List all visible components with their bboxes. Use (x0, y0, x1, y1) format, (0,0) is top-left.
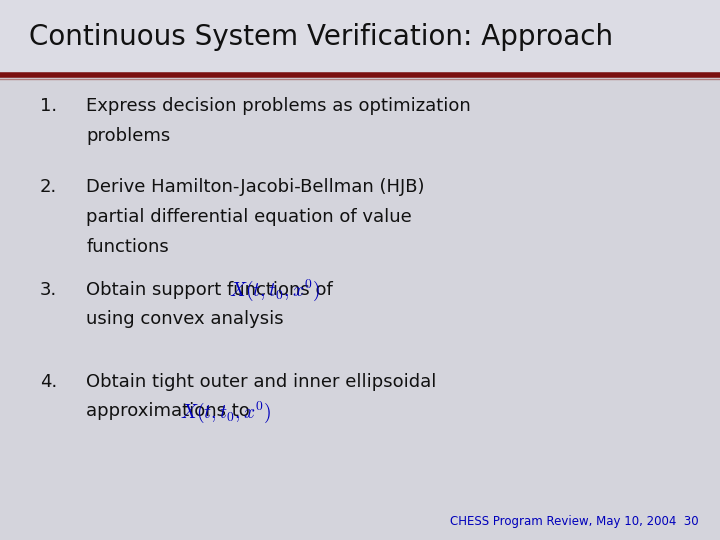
Text: 3.: 3. (40, 281, 57, 299)
Text: approximations to: approximations to (86, 402, 250, 420)
Text: Express decision problems as optimization: Express decision problems as optimizatio… (86, 97, 471, 115)
Text: $X(t, t_0, x^0)$: $X(t, t_0, x^0)$ (181, 400, 272, 425)
Text: 2.: 2. (40, 178, 57, 196)
Text: Derive Hamilton-Jacobi-Bellman (HJB): Derive Hamilton-Jacobi-Bellman (HJB) (86, 178, 425, 196)
Text: 4.: 4. (40, 373, 57, 390)
Text: $X(t, t_0, x^0)$: $X(t, t_0, x^0)$ (230, 278, 321, 303)
Text: using convex analysis: using convex analysis (86, 310, 284, 328)
Text: 1.: 1. (40, 97, 57, 115)
Text: Continuous System Verification: Approach: Continuous System Verification: Approach (29, 23, 613, 51)
Text: CHESS Program Review, May 10, 2004  30: CHESS Program Review, May 10, 2004 30 (450, 515, 698, 528)
Text: Obtain support functions of: Obtain support functions of (86, 281, 333, 299)
Text: Obtain tight outer and inner ellipsoidal: Obtain tight outer and inner ellipsoidal (86, 373, 437, 390)
Text: problems: problems (86, 127, 171, 145)
Text: partial differential equation of value: partial differential equation of value (86, 208, 412, 226)
FancyBboxPatch shape (0, 0, 720, 73)
Text: functions: functions (86, 238, 169, 255)
